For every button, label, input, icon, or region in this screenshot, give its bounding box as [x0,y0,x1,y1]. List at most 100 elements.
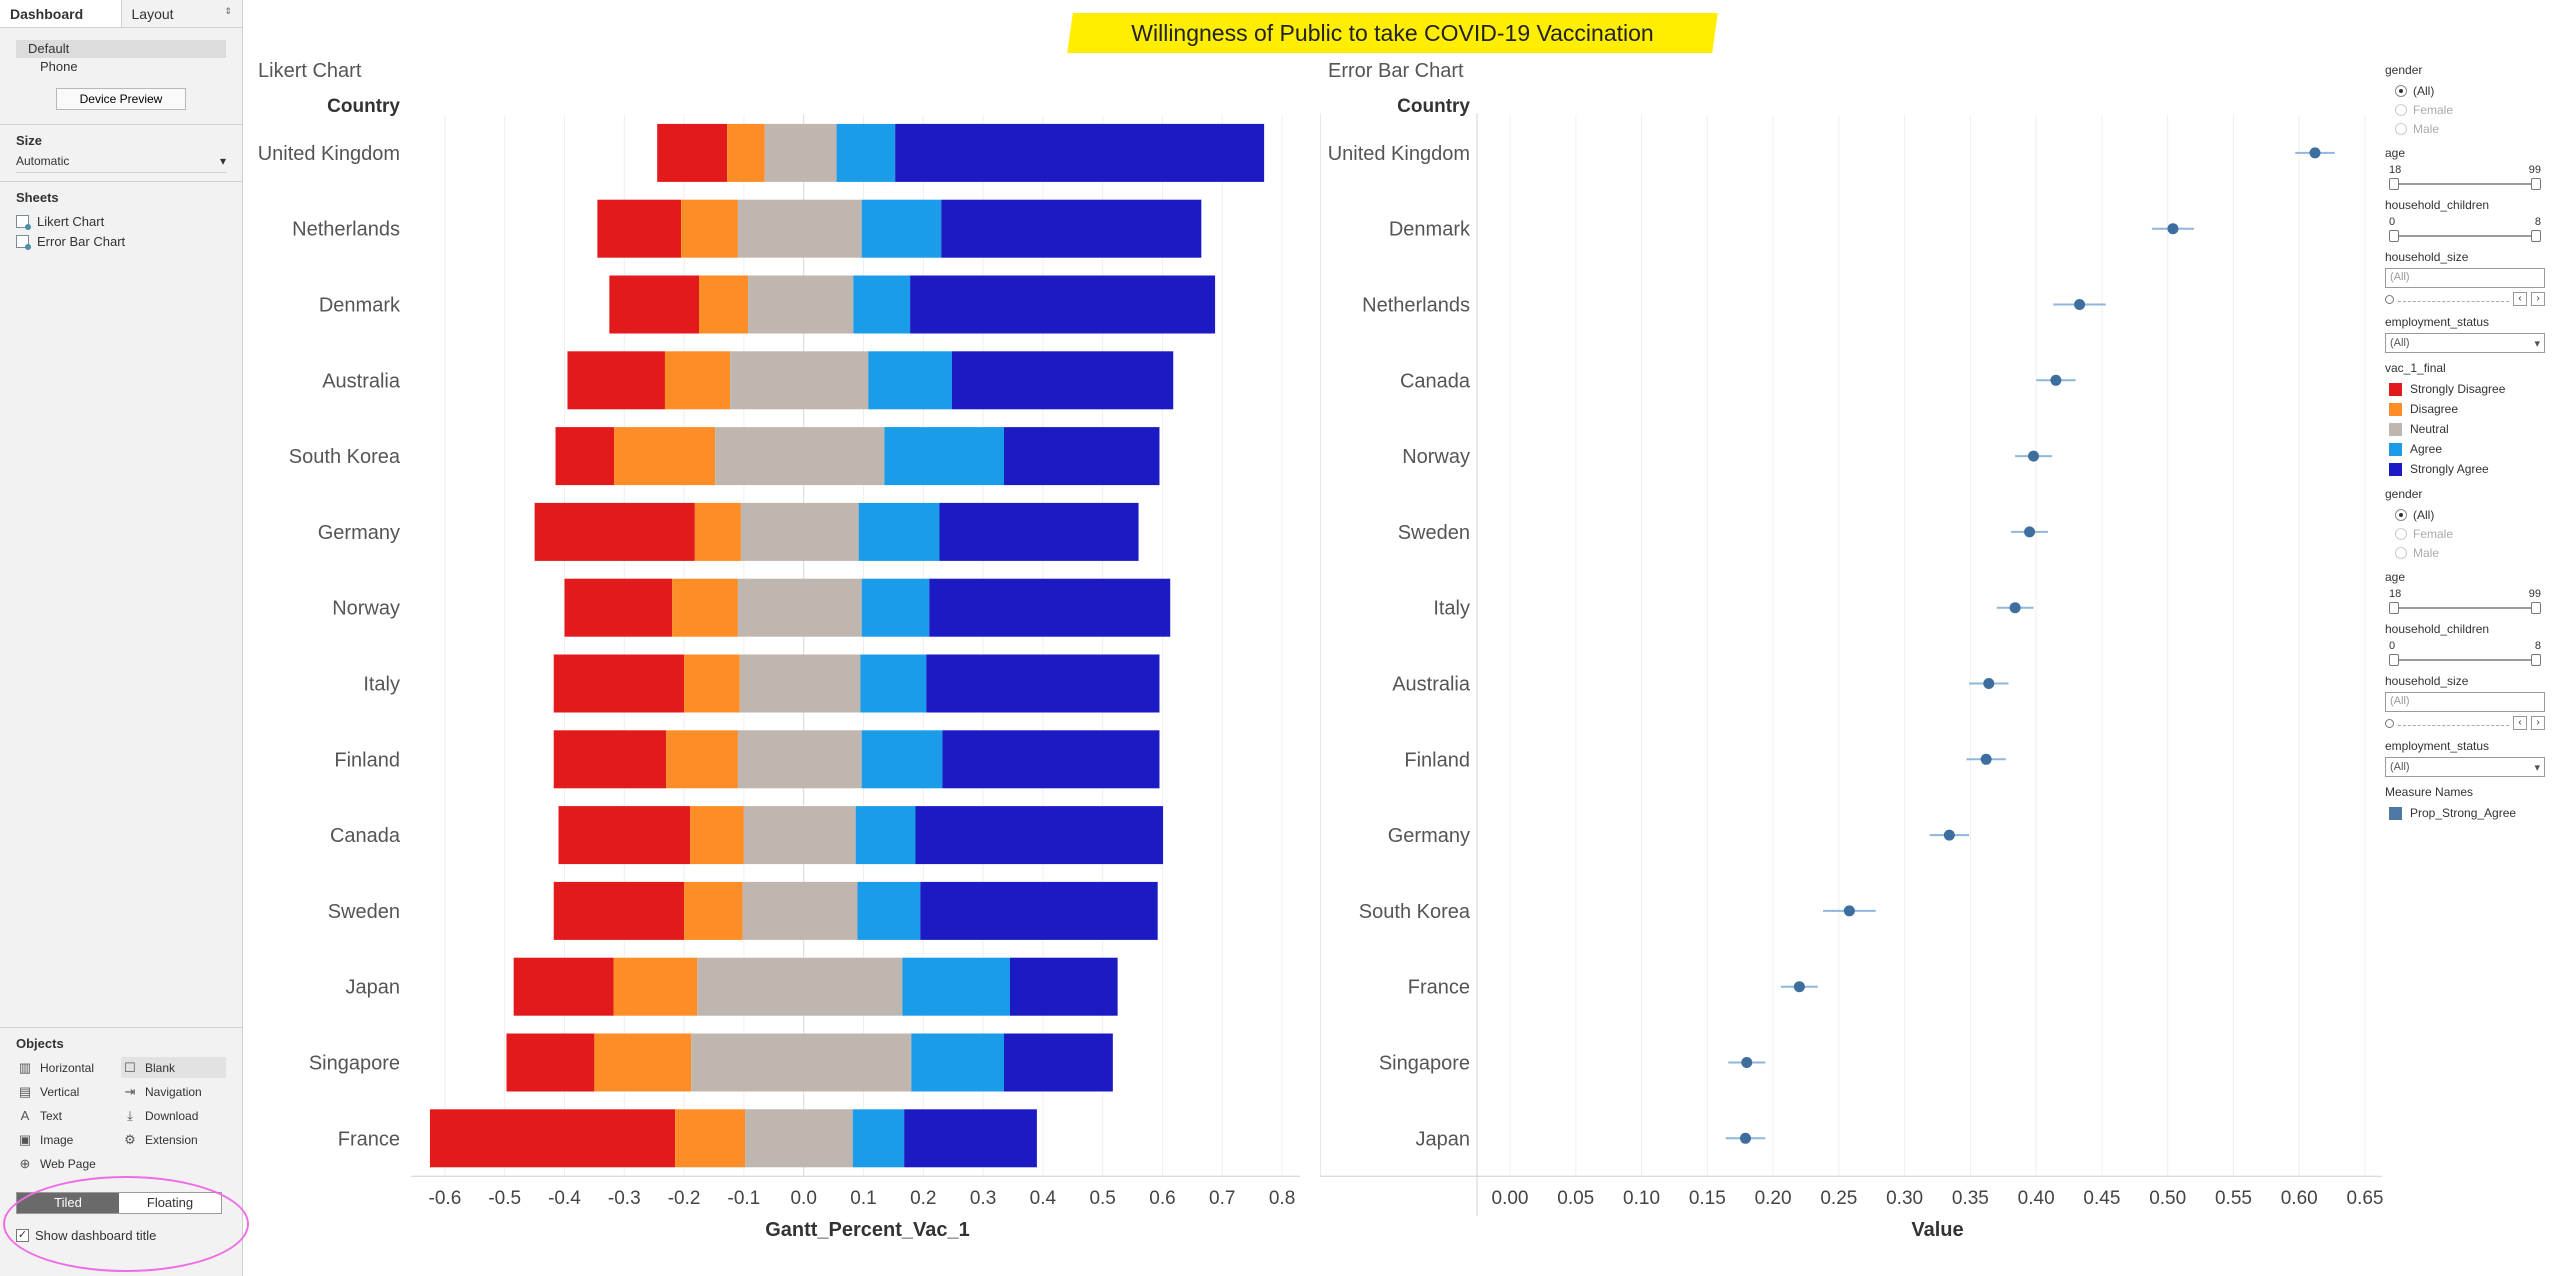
age-max: 99 [2528,588,2541,600]
likert-bar-segment: Netherlands — Strongly Disagree [597,199,682,258]
household-size-handle[interactable] [2385,294,2394,304]
household-children-slider-2[interactable] [2389,654,2541,666]
gender-option-all[interactable]: (All) [2385,505,2545,524]
category-label: Denmark [319,295,401,317]
household-children-max-handle[interactable] [2531,654,2541,666]
device-preview-button[interactable]: Device Preview [56,88,186,110]
age-slider-max-handle[interactable] [2531,178,2541,190]
likert-bar-segment: South Korea — Strongly Disagree [555,427,615,486]
radio-selected-icon [2395,508,2407,521]
sheet-item-likert[interactable]: Likert Chart [16,211,226,231]
chevron-down-icon: ▾ [219,154,226,168]
household-size-slider-2[interactable]: ‹ › [2385,715,2545,731]
object-horizontal[interactable]: ▥ Horizontal [16,1057,121,1078]
age-slider-2[interactable] [2389,602,2541,614]
object-navigation[interactable]: ⇥ Navigation [121,1081,226,1102]
likert-bar-segment: Canada — Neutral [743,806,856,865]
age-slider-min-handle[interactable] [2389,178,2399,190]
radio-icon [2395,122,2407,135]
category-label: Germany [1388,825,1470,847]
likert-bar-segment: Australia — Strongly Disagree [567,351,665,410]
household-children-slider[interactable] [2389,230,2541,242]
likert-chart: Country United Kingdom United Kingdom — St… [258,96,1300,1241]
likert-bar-segment: Norway — Neutral [737,578,862,637]
likert-bar-segment: Norway — Strongly Disagree [564,578,673,637]
measure-legend-item[interactable]: Prop_Strong_Agree [2385,803,2545,823]
age-slider[interactable] [2389,178,2541,190]
household-children-min: 0 [2389,640,2396,652]
employment-status-dropdown-2[interactable]: (All) ▾ [2385,757,2545,777]
legend-swatch [2389,382,2402,396]
likert-bar-segment: Italy — Strongly Disagree [553,654,685,713]
tab-dashboard[interactable]: Dashboard [0,0,122,27]
radio-selected-icon [2395,84,2407,97]
legend-item[interactable]: Strongly Disagree [2385,379,2545,399]
legend-label: Neutral [2410,422,2449,436]
likert-bar-segment: Netherlands — Agree [861,199,942,258]
likert-bar-segment: Finland — Strongly Disagree [553,730,667,789]
likert-bar-segment: Canada — Strongly Disagree [558,806,691,865]
legend-label: Strongly Disagree [2410,382,2506,396]
household-size-slider[interactable]: ‹ › [2385,291,2545,307]
legend-item[interactable]: Strongly Agree [2385,459,2545,479]
tiled-button[interactable]: Tiled [17,1193,119,1213]
household-size-input-2[interactable]: (All) [2385,692,2545,712]
object-image[interactable]: ▣ Image [16,1129,121,1150]
category-label: Singapore [1379,1053,1470,1075]
object-blank[interactable]: ☐ Blank [121,1057,226,1078]
likert-bar-segment: South Korea — Neutral [715,427,885,486]
gender-option-all[interactable]: (All) [2385,81,2545,100]
object-download[interactable]: ⤓ Download [121,1105,226,1126]
household-size-input[interactable]: (All) [2385,268,2545,288]
legend-item[interactable]: Neutral [2385,419,2545,439]
next-arrow-icon[interactable]: › [2531,716,2545,730]
age-slider-min-handle[interactable] [2389,602,2399,614]
household-children-max-handle[interactable] [2531,230,2541,242]
gender-option-male[interactable]: Male [2385,119,2545,138]
error-bar-point: Japan: 0.179 [1739,1132,1751,1144]
object-text[interactable]: A Text [16,1105,121,1126]
sheet-item-error-bar[interactable]: Error Bar Chart [16,231,226,251]
likert-bar-segment: United Kingdom — Strongly Disagree [657,123,728,182]
category-label: Netherlands [1362,295,1470,317]
household-children-min-handle[interactable] [2389,654,2399,666]
object-extension[interactable]: ⚙ Extension [121,1129,226,1150]
category-label: Italy [363,674,400,696]
legend-item[interactable]: Disagree [2385,399,2545,419]
floating-button[interactable]: Floating [119,1193,221,1213]
show-title-checkbox[interactable]: ✓ [16,1229,29,1242]
size-select[interactable]: Automatic ▾ [16,154,226,173]
gender-option-female[interactable]: Female [2385,100,2545,119]
household-size-handle[interactable] [2385,718,2394,728]
object-web-page[interactable]: ⊕ Web Page [16,1153,121,1174]
next-arrow-icon[interactable]: › [2531,292,2545,306]
age-slider-max-handle[interactable] [2531,602,2541,614]
gender-option-female[interactable]: Female [2385,524,2545,543]
legend-item[interactable]: Agree [2385,439,2545,459]
prev-arrow-icon[interactable]: ‹ [2513,716,2527,730]
age-min: 18 [2389,164,2402,176]
likert-bar-segment: Norway — Strongly Agree [929,578,1171,637]
device-phone[interactable]: Phone [40,59,78,74]
object-vertical[interactable]: ▤ Vertical [16,1081,121,1102]
x-tick-label: 0.0 [790,1188,816,1209]
error-bar-point: Sweden: 0.395 [2024,526,2036,538]
navigation-icon: ⇥ [124,1083,136,1099]
household-children-min-handle[interactable] [2389,230,2399,242]
chevron-down-icon: ▾ [2534,761,2540,774]
prev-arrow-icon[interactable]: ‹ [2513,292,2527,306]
device-default[interactable]: Default [16,40,226,58]
object-label: Horizontal [40,1060,95,1075]
x-tick-label: 0.20 [1755,1188,1792,1209]
object-label: Text [40,1108,63,1123]
tab-layout[interactable]: Layout ⇕ [121,0,242,27]
error-bar-point: Canada: 0.415 [2050,374,2062,386]
dashboard-title-container: Willingness of Public to take COVID-19 V… [1067,13,1718,53]
horizontal-container-icon: ▥ [18,1059,32,1075]
blank-icon: ☐ [124,1059,136,1075]
error-bar-point: United Kingdom: 0.612 [2309,147,2321,159]
gender-option-male[interactable]: Male [2385,543,2545,562]
likert-bar-segment: Canada — Agree [855,806,916,865]
category-label: Italy [1433,598,1470,620]
employment-status-dropdown[interactable]: (All) ▾ [2385,333,2545,353]
